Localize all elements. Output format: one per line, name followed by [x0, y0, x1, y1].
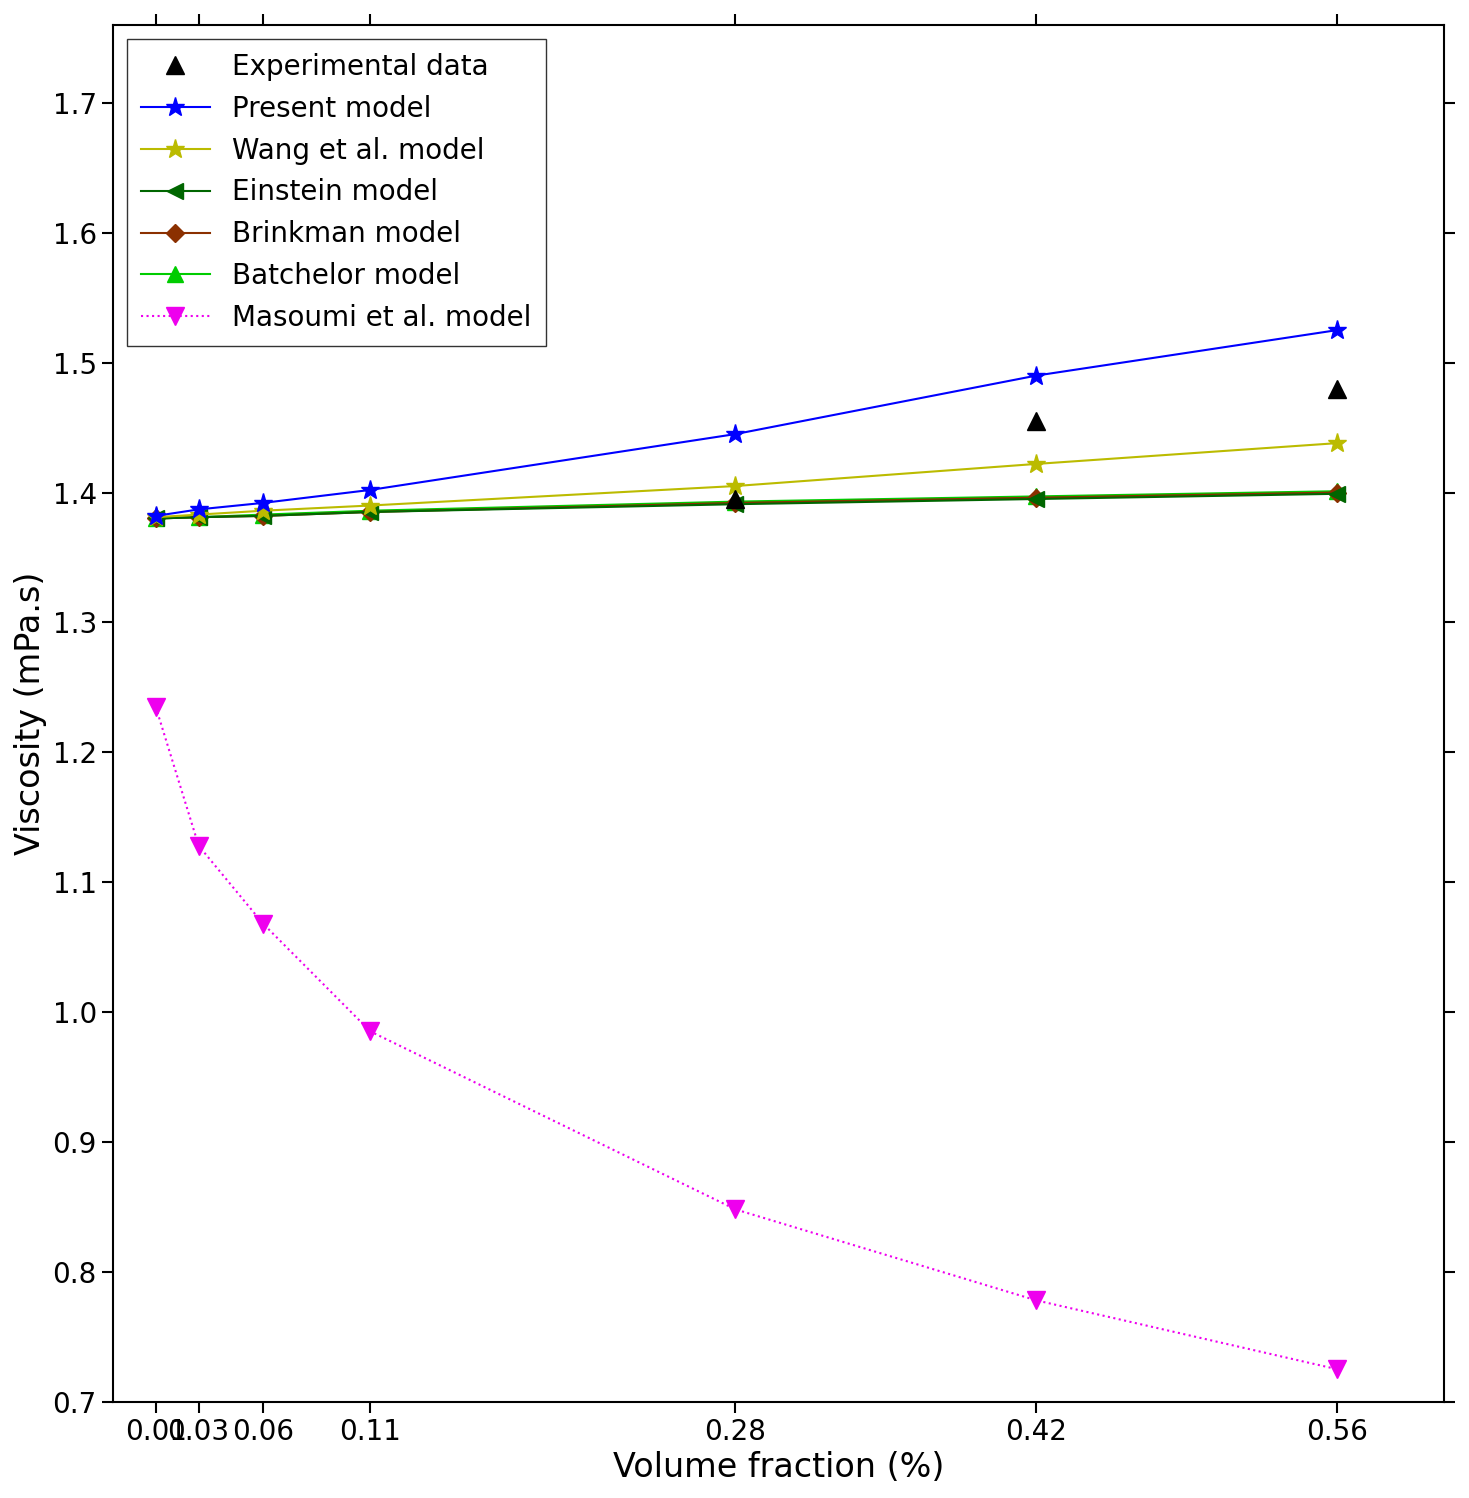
Einstein model	[147, 509, 165, 527]
Experimental data	[1328, 379, 1346, 397]
Wang et al. model	[147, 508, 165, 526]
Brinkman model	[1027, 488, 1044, 506]
Batchelor model	[190, 508, 207, 526]
Einstein model	[254, 506, 272, 524]
Batchelor model	[147, 509, 165, 527]
Batchelor model	[1027, 487, 1044, 505]
Wang et al. model	[361, 496, 379, 514]
Brinkman model	[190, 508, 207, 526]
Legend: Experimental data, Present model, Wang et al. model, Einstein model, Brinkman mo: Experimental data, Present model, Wang e…	[126, 39, 545, 346]
Wang et al. model	[254, 502, 272, 520]
Line: Experimental data: Experimental data	[727, 379, 1346, 508]
Masoumi et al. model	[147, 698, 165, 716]
Brinkman model	[147, 509, 165, 527]
Present model	[361, 481, 379, 499]
Wang et al. model	[727, 476, 745, 494]
Wang et al. model	[1328, 434, 1346, 452]
Batchelor model	[361, 502, 379, 520]
Brinkman model	[727, 494, 745, 512]
Einstein model	[361, 503, 379, 521]
Masoumi et al. model	[190, 837, 207, 855]
Wang et al. model	[190, 506, 207, 524]
X-axis label: Volume fraction (%): Volume fraction (%)	[613, 1452, 945, 1485]
Line: Masoumi et al. model: Masoumi et al. model	[147, 698, 1346, 1378]
Line: Brinkman model: Brinkman model	[150, 487, 1343, 524]
Masoumi et al. model	[1027, 1291, 1044, 1309]
Masoumi et al. model	[361, 1023, 379, 1041]
Experimental data	[1027, 412, 1044, 430]
Line: Present model: Present model	[145, 321, 1347, 526]
Brinkman model	[254, 506, 272, 524]
Brinkman model	[361, 503, 379, 521]
Y-axis label: Viscosity (mPa.s): Viscosity (mPa.s)	[13, 572, 47, 855]
Experimental data	[727, 490, 745, 508]
Line: Batchelor model: Batchelor model	[148, 484, 1344, 526]
Einstein model	[1027, 490, 1044, 508]
Present model	[1027, 367, 1044, 385]
Masoumi et al. model	[727, 1200, 745, 1218]
Present model	[190, 500, 207, 518]
Present model	[254, 494, 272, 512]
Line: Einstein model: Einstein model	[148, 487, 1344, 526]
Wang et al. model	[1027, 455, 1044, 473]
Batchelor model	[254, 506, 272, 524]
Masoumi et al. model	[254, 915, 272, 933]
Batchelor model	[727, 493, 745, 511]
Present model	[1328, 321, 1346, 339]
Masoumi et al. model	[1328, 1360, 1346, 1378]
Einstein model	[727, 496, 745, 514]
Einstein model	[190, 508, 207, 526]
Batchelor model	[1328, 482, 1346, 500]
Brinkman model	[1328, 484, 1346, 502]
Line: Wang et al. model: Wang et al. model	[145, 433, 1347, 527]
Einstein model	[1328, 485, 1346, 503]
Present model	[147, 506, 165, 524]
Present model	[727, 425, 745, 443]
